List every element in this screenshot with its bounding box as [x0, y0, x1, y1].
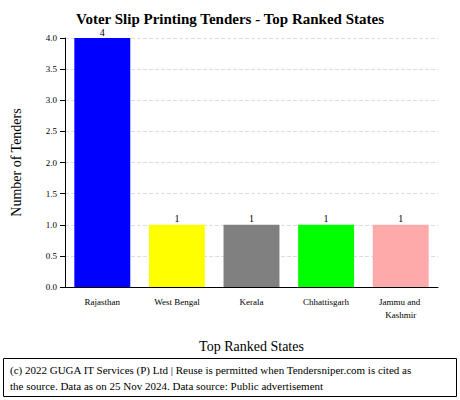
- svg-text:1.0: 1.0: [46, 220, 58, 230]
- svg-text:the source. Data as on 25 Nov: the source. Data as on 25 Nov 2024. Data…: [10, 380, 323, 392]
- svg-text:Jammu and: Jammu and: [379, 297, 423, 307]
- svg-text:(c) 2022 GUGA IT Services (P): (c) 2022 GUGA IT Services (P) Ltd | Reus…: [10, 364, 414, 377]
- svg-text:4.0: 4.0: [46, 33, 58, 43]
- svg-text:2.0: 2.0: [46, 158, 58, 168]
- svg-text:Kashmir: Kashmir: [385, 310, 416, 320]
- svg-text:2.5: 2.5: [46, 126, 58, 136]
- svg-text:West Bengal: West Bengal: [154, 297, 200, 307]
- svg-text:Number of Tenders: Number of Tenders: [9, 108, 24, 216]
- svg-text:3.0: 3.0: [46, 95, 58, 105]
- svg-text:4: 4: [100, 27, 105, 38]
- svg-text:1: 1: [398, 213, 403, 224]
- svg-text:Chhattisgarh: Chhattisgarh: [303, 297, 349, 307]
- svg-text:0.5: 0.5: [46, 251, 58, 261]
- svg-text:1: 1: [249, 213, 254, 224]
- svg-text:1: 1: [174, 213, 179, 224]
- svg-text:1: 1: [324, 213, 329, 224]
- svg-text:Voter Slip Printing Tenders -: Voter Slip Printing Tenders - Top Ranked…: [76, 11, 384, 27]
- svg-text:1.5: 1.5: [46, 189, 58, 199]
- svg-text:Top Ranked States: Top Ranked States: [199, 339, 304, 354]
- svg-text:Kerala: Kerala: [240, 297, 264, 307]
- svg-text:Rajasthan: Rajasthan: [85, 297, 121, 307]
- svg-text:0.0: 0.0: [46, 282, 58, 292]
- svg-text:3.5: 3.5: [46, 64, 58, 74]
